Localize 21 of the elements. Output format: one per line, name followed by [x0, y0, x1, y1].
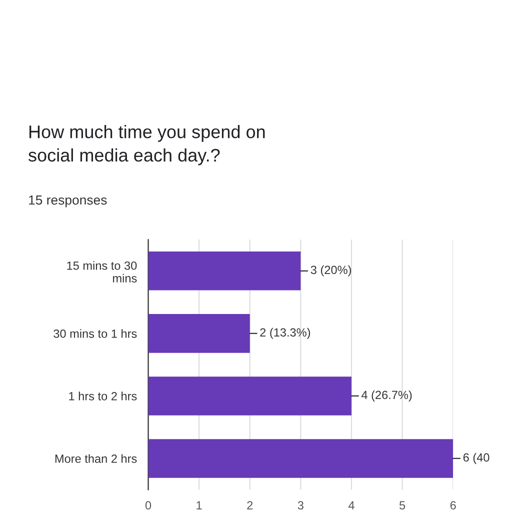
chart-subtitle: 15 responses	[29, 195, 107, 208]
bar	[148, 439, 454, 478]
chart-title: How much time you spend on social media each day.?	[28, 125, 265, 166]
x-tick-label: 0	[145, 501, 152, 510]
data-label: 3 (20%)	[310, 265, 351, 276]
x-tick-label: 2	[247, 501, 253, 510]
bar	[148, 314, 250, 353]
x-tick-label: 6	[450, 501, 456, 510]
y-tick-label: 1 hrs to 2 hrs	[69, 392, 137, 400]
x-tick-label: 3	[298, 501, 304, 510]
data-label: 2 (13.3%)	[260, 328, 310, 339]
bar	[148, 252, 301, 290]
x-tick-label: 1	[196, 501, 202, 510]
x-tick-label: 5	[399, 501, 406, 510]
bar	[148, 376, 352, 416]
data-label: 4 (26.7%)	[361, 390, 412, 402]
x-tick-label: 4	[348, 501, 354, 510]
y-tick-label: More than 2 hrs	[55, 454, 137, 463]
y-tick-label: 30 mins to 1 hrs	[54, 329, 137, 338]
data-label: 6 (40	[463, 452, 490, 464]
y-tick-label: 15 mins to 30 mins	[67, 261, 137, 283]
